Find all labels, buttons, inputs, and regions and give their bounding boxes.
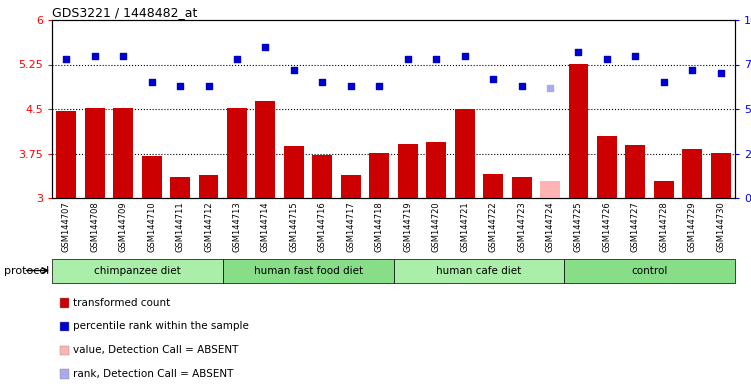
- Bar: [255, 101, 276, 198]
- Text: value, Detection Call = ABSENT: value, Detection Call = ABSENT: [73, 345, 238, 355]
- Bar: [454, 109, 475, 198]
- Bar: [312, 155, 332, 198]
- Text: chimpanzee diet: chimpanzee diet: [94, 265, 181, 275]
- Point: [288, 67, 300, 73]
- Point: [146, 79, 158, 85]
- Bar: [113, 108, 133, 198]
- Text: human fast food diet: human fast food diet: [254, 265, 363, 275]
- Point: [316, 79, 328, 85]
- Text: protocol: protocol: [4, 265, 49, 275]
- Text: GSM144714: GSM144714: [261, 201, 270, 252]
- FancyBboxPatch shape: [394, 258, 564, 283]
- Bar: [227, 108, 247, 198]
- Text: GSM144708: GSM144708: [90, 201, 99, 252]
- Text: GSM144723: GSM144723: [517, 201, 526, 252]
- Point: [203, 83, 215, 89]
- Text: GSM144725: GSM144725: [574, 201, 583, 252]
- Bar: [198, 175, 219, 198]
- Point: [544, 84, 556, 91]
- Bar: [710, 153, 731, 198]
- Text: rank, Detection Call = ABSENT: rank, Detection Call = ABSENT: [73, 369, 234, 379]
- Point: [572, 49, 584, 55]
- Text: GSM144717: GSM144717: [346, 201, 355, 252]
- Text: GSM144716: GSM144716: [318, 201, 327, 252]
- Bar: [398, 144, 418, 198]
- Point: [402, 56, 414, 62]
- Point: [715, 70, 727, 76]
- Point: [89, 53, 101, 59]
- Text: GSM144728: GSM144728: [659, 201, 668, 252]
- Text: GSM144727: GSM144727: [631, 201, 640, 252]
- Bar: [654, 181, 674, 198]
- Text: GSM144712: GSM144712: [204, 201, 213, 252]
- Bar: [511, 177, 532, 198]
- Text: GSM144720: GSM144720: [432, 201, 441, 252]
- Text: GSM144715: GSM144715: [289, 201, 298, 252]
- Bar: [85, 108, 104, 198]
- Text: GSM144721: GSM144721: [460, 201, 469, 252]
- Bar: [369, 153, 389, 198]
- Point: [259, 44, 271, 50]
- Point: [686, 67, 698, 73]
- FancyBboxPatch shape: [564, 258, 735, 283]
- Text: percentile rank within the sample: percentile rank within the sample: [73, 321, 249, 331]
- Bar: [170, 177, 190, 198]
- FancyBboxPatch shape: [52, 258, 223, 283]
- FancyBboxPatch shape: [223, 258, 394, 283]
- Bar: [483, 174, 503, 198]
- Bar: [540, 181, 560, 198]
- Point: [231, 56, 243, 62]
- Point: [60, 56, 72, 62]
- Text: GSM144729: GSM144729: [688, 201, 697, 252]
- Point: [658, 79, 670, 85]
- Point: [430, 56, 442, 62]
- Point: [373, 83, 385, 89]
- Text: transformed count: transformed count: [73, 298, 170, 308]
- Bar: [142, 156, 161, 198]
- Text: GSM144711: GSM144711: [176, 201, 185, 252]
- Point: [345, 83, 357, 89]
- Point: [117, 53, 129, 59]
- Bar: [427, 142, 446, 198]
- Text: GSM144722: GSM144722: [489, 201, 498, 252]
- Text: GSM144709: GSM144709: [119, 201, 128, 252]
- Bar: [597, 136, 617, 198]
- Bar: [569, 64, 589, 198]
- Bar: [341, 175, 360, 198]
- Text: GSM144724: GSM144724: [545, 201, 554, 252]
- Point: [174, 83, 186, 89]
- Point: [601, 56, 613, 62]
- Text: GSM144719: GSM144719: [403, 201, 412, 252]
- Text: human cafe diet: human cafe diet: [436, 265, 521, 275]
- Bar: [56, 111, 76, 198]
- Text: GDS3221 / 1448482_at: GDS3221 / 1448482_at: [52, 6, 198, 19]
- Point: [459, 53, 471, 59]
- Text: GSM144718: GSM144718: [375, 201, 384, 252]
- Point: [515, 83, 527, 89]
- Text: GSM144730: GSM144730: [716, 201, 725, 252]
- Text: GSM144707: GSM144707: [62, 201, 71, 252]
- Text: GSM144726: GSM144726: [602, 201, 611, 252]
- Bar: [284, 146, 304, 198]
- Text: GSM144710: GSM144710: [147, 201, 156, 252]
- Point: [629, 53, 641, 59]
- Point: [487, 76, 499, 82]
- Bar: [683, 149, 702, 198]
- Text: GSM144713: GSM144713: [233, 201, 242, 252]
- Bar: [626, 145, 645, 198]
- Text: control: control: [632, 265, 668, 275]
